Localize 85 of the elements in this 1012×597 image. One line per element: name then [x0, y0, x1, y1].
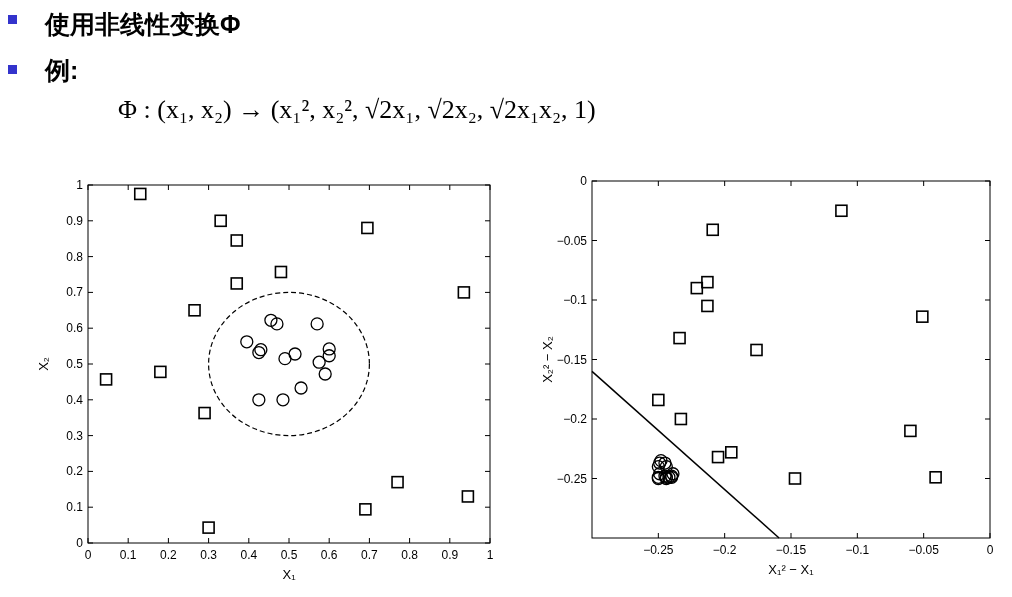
point [270, 317, 284, 331]
x-tick-label: 0.8 [401, 548, 419, 562]
x-tick-label: 0.1 [119, 548, 137, 562]
point [318, 367, 332, 381]
x-tick-label: 0.9 [441, 548, 459, 562]
point [651, 459, 665, 474]
y-tick-label: 0.3 [66, 428, 84, 443]
text: Φ : (x₁, x₂) → (x₁², x₂², √2x₁, √2x₂, √2x₁x₂, 1) [118, 95, 596, 124]
y-tick-label: 0.4 [66, 392, 84, 407]
y-tick-label: 0.7 [66, 285, 84, 300]
point [916, 310, 929, 323]
point [652, 393, 665, 407]
point [230, 277, 244, 290]
x-axis-title: X₁² − X₁ [768, 562, 815, 577]
point [725, 446, 738, 459]
x-tick-label: −0.2 [712, 543, 737, 557]
point [264, 313, 278, 327]
y-tick-label: 0.5 [66, 357, 84, 371]
point [461, 490, 475, 503]
y-tick-label: 0 [580, 174, 588, 188]
point [276, 393, 290, 407]
y-tick-label: 0.6 [66, 321, 84, 336]
point [312, 355, 326, 369]
point [359, 503, 372, 516]
y-tick-label: −0.25 [556, 471, 588, 486]
x-tick-label: −0.15 [775, 543, 807, 557]
point [202, 521, 215, 534]
point [188, 304, 201, 317]
point [99, 373, 113, 386]
chart-subtitle: 例: [44, 56, 79, 84]
point [214, 214, 227, 228]
point [391, 475, 404, 489]
point [198, 406, 211, 420]
x-tick-label: −0.25 [643, 543, 674, 557]
point [294, 381, 308, 395]
y-axis-title: X₂ [36, 357, 51, 371]
point [673, 331, 686, 345]
point [278, 351, 292, 366]
point [690, 281, 704, 295]
point [706, 223, 720, 237]
x-tick-label: 0.5 [280, 548, 298, 562]
x-tick-label: 0.2 [160, 548, 178, 562]
y-tick-label: −0.1 [563, 293, 588, 307]
y-tick-label: −0.2 [563, 412, 588, 426]
y-tick-label: 0.9 [66, 213, 84, 228]
y-tick-label: 1 [76, 178, 84, 192]
point [674, 412, 688, 426]
point [750, 343, 763, 357]
point [154, 365, 167, 379]
y-tick-label: 0.8 [66, 249, 84, 264]
x-tick-label: −0.05 [908, 543, 940, 557]
point [658, 456, 672, 470]
point [240, 335, 254, 349]
y-axis-title: X₂² − X₂ [540, 336, 555, 383]
point [274, 265, 288, 279]
point [252, 393, 266, 407]
point [310, 317, 324, 331]
point [701, 299, 714, 313]
point [929, 471, 942, 484]
point [457, 286, 471, 299]
point [288, 347, 302, 361]
point [322, 349, 336, 363]
x-tick-label: −0.1 [845, 543, 870, 557]
point [711, 450, 725, 464]
point [230, 234, 244, 247]
x-tick-label: 0.4 [240, 548, 258, 562]
x-tick-label: 0.3 [200, 548, 218, 562]
x-tick-label: 1 [486, 548, 494, 562]
chart-title: 使用非线性变换Φ [44, 10, 241, 38]
point [133, 187, 147, 201]
x-tick-label: 0.6 [320, 548, 338, 562]
x-tick-label: 0.7 [361, 548, 379, 562]
point [322, 342, 336, 356]
point [659, 459, 673, 474]
point [701, 275, 714, 289]
point [904, 424, 917, 438]
point [788, 472, 802, 485]
y-tick-label: 0.1 [66, 500, 84, 515]
y-tick-label: −0.15 [556, 352, 588, 367]
point [361, 221, 374, 235]
point [835, 204, 848, 218]
y-tick-label: 0.2 [66, 464, 84, 479]
x-axis-title: X₁ [282, 567, 297, 582]
y-tick-label: −0.05 [556, 233, 588, 248]
x-tick-label: 0 [986, 543, 994, 557]
